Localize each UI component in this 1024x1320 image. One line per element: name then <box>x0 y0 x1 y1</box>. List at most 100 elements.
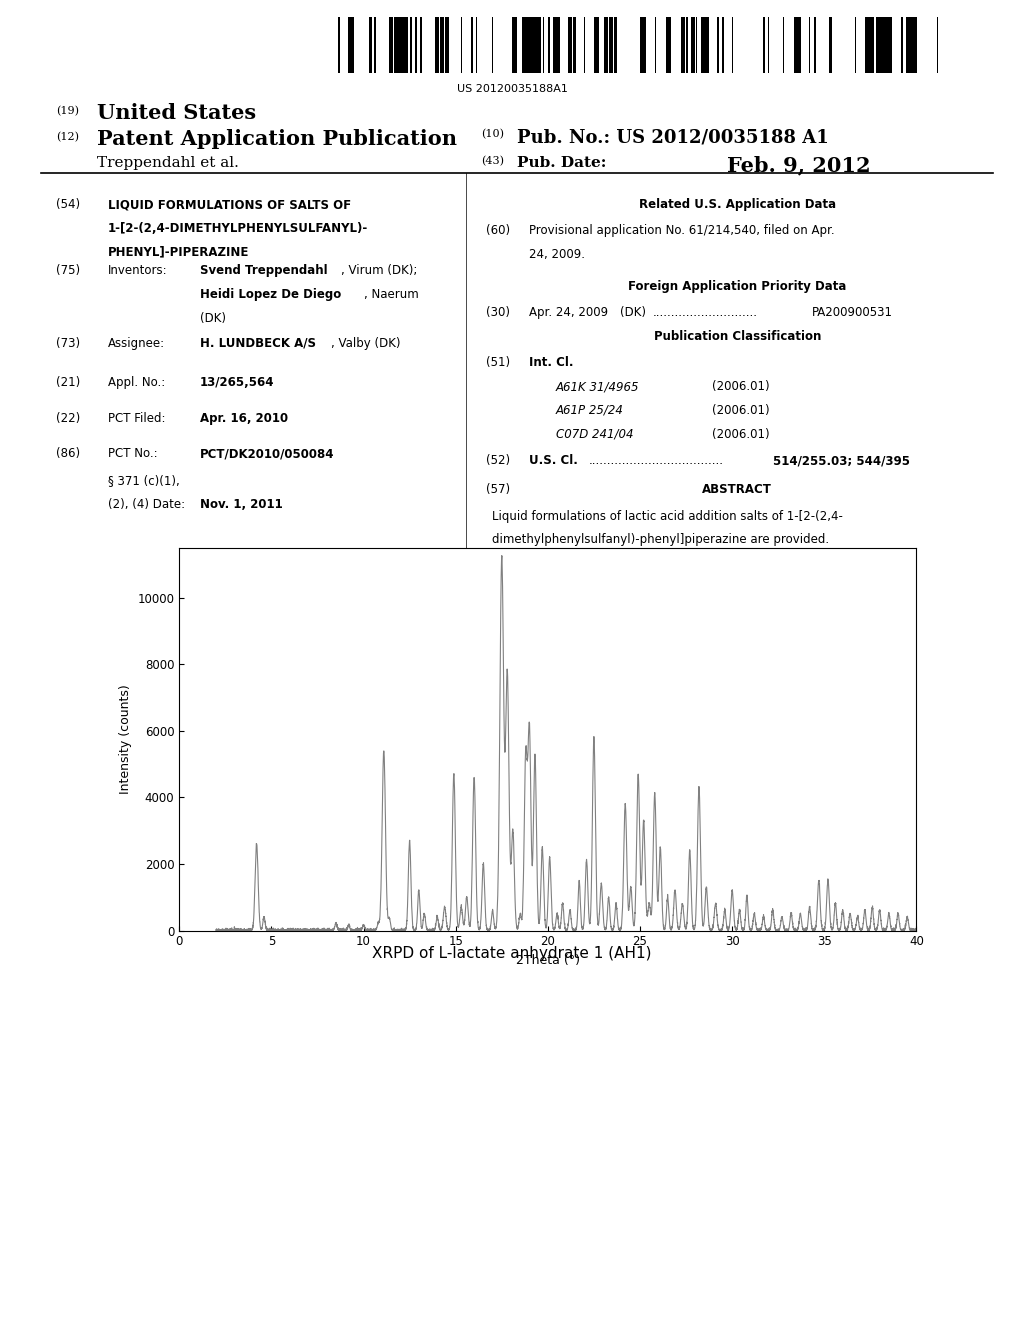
Bar <box>732 17 733 73</box>
Text: 1-[2-(2,4-DIMETHYLPHENYLSULFANYL)-: 1-[2-(2,4-DIMETHYLPHENYLSULFANYL)- <box>108 222 368 235</box>
Bar <box>548 17 550 73</box>
Text: Inventors:: Inventors: <box>108 264 167 277</box>
Text: PA200900531: PA200900531 <box>812 306 893 319</box>
Text: ABSTRACT: ABSTRACT <box>702 483 772 496</box>
Text: Treppendahl et al.: Treppendahl et al. <box>97 156 240 170</box>
Text: LIQUID FORMULATIONS OF SALTS OF: LIQUID FORMULATIONS OF SALTS OF <box>108 198 350 211</box>
Text: US 20120035188A1: US 20120035188A1 <box>457 84 567 95</box>
Bar <box>369 17 373 73</box>
Bar <box>645 17 646 73</box>
Text: U.S. Cl.: U.S. Cl. <box>529 454 579 467</box>
Text: (19): (19) <box>56 106 79 116</box>
Bar <box>399 17 404 73</box>
Text: Apr. 24, 2009: Apr. 24, 2009 <box>529 306 608 319</box>
Text: dimethylphenylsulfanyl)-phenyl]piperazine are provided.: dimethylphenylsulfanyl)-phenyl]piperazin… <box>492 533 828 546</box>
Text: (86): (86) <box>56 447 81 461</box>
Text: (2006.01): (2006.01) <box>712 428 769 441</box>
Bar <box>686 17 688 73</box>
Text: (43): (43) <box>481 156 504 166</box>
Bar <box>374 17 376 73</box>
Bar <box>814 17 816 73</box>
Text: (21): (21) <box>56 376 81 389</box>
Bar <box>404 17 409 73</box>
Bar <box>609 17 613 73</box>
Bar <box>881 17 886 73</box>
Bar <box>604 17 608 73</box>
Bar <box>666 17 671 73</box>
Text: (DK): (DK) <box>620 306 645 319</box>
Bar <box>707 17 709 73</box>
Bar <box>461 17 462 73</box>
Bar <box>584 17 585 73</box>
Text: C07D 241/04: C07D 241/04 <box>556 428 634 441</box>
Bar <box>445 17 450 73</box>
Text: Foreign Application Priority Data: Foreign Application Priority Data <box>628 280 847 293</box>
Text: (22): (22) <box>56 412 81 425</box>
Text: 514/255.03; 544/395: 514/255.03; 544/395 <box>773 454 910 467</box>
Bar <box>640 17 645 73</box>
Bar <box>691 17 695 73</box>
Bar <box>476 17 477 73</box>
Bar <box>901 17 903 73</box>
Bar <box>768 17 769 73</box>
Text: Pub. Date:: Pub. Date: <box>517 156 606 170</box>
Bar <box>594 17 599 73</box>
Text: (12): (12) <box>56 132 79 143</box>
X-axis label: 2Theta (°): 2Theta (°) <box>516 954 580 968</box>
Text: (30): (30) <box>486 306 510 319</box>
Text: United States: United States <box>97 103 256 123</box>
Bar <box>415 17 417 73</box>
Text: Feb. 9, 2012: Feb. 9, 2012 <box>727 156 870 176</box>
Text: XRPD of L-lactate anhydrate 1 (AH1): XRPD of L-lactate anhydrate 1 (AH1) <box>373 946 651 961</box>
Text: H. LUNDBECK A/S: H. LUNDBECK A/S <box>200 337 315 350</box>
Text: Publication Classification: Publication Classification <box>653 330 821 343</box>
Text: Appl. No.:: Appl. No.: <box>108 376 165 389</box>
Bar <box>614 17 616 73</box>
Bar <box>722 17 724 73</box>
Bar <box>389 17 393 73</box>
Text: Patent Application Publication: Patent Application Publication <box>97 129 458 149</box>
Text: Nov. 1, 2011: Nov. 1, 2011 <box>200 498 283 511</box>
Text: (51): (51) <box>486 356 511 370</box>
Bar <box>876 17 881 73</box>
Text: 24, 2009.: 24, 2009. <box>529 248 586 261</box>
Text: (10): (10) <box>481 129 504 140</box>
Text: Related U.S. Application Data: Related U.S. Application Data <box>639 198 836 211</box>
Bar <box>471 17 473 73</box>
Text: PCT/DK2010/050084: PCT/DK2010/050084 <box>200 447 334 461</box>
Text: § 371 (c)(1),: § 371 (c)(1), <box>108 474 179 487</box>
Bar <box>870 17 874 73</box>
Bar <box>543 17 544 73</box>
Bar <box>527 17 532 73</box>
Bar <box>573 17 575 73</box>
Text: , Valby (DK): , Valby (DK) <box>331 337 400 350</box>
Text: A61K 31/4965: A61K 31/4965 <box>556 380 640 393</box>
Text: Apr. 16, 2010: Apr. 16, 2010 <box>200 412 288 425</box>
Text: (52): (52) <box>486 454 511 467</box>
Bar <box>532 17 538 73</box>
Bar <box>701 17 707 73</box>
Bar <box>717 17 719 73</box>
Text: Provisional application No. 61/214,540, filed on Apr.: Provisional application No. 61/214,540, … <box>529 224 835 238</box>
Bar <box>538 17 542 73</box>
Bar <box>809 17 810 73</box>
Y-axis label: Intensity (counts): Intensity (counts) <box>119 684 132 795</box>
Bar <box>420 17 422 73</box>
Bar <box>937 17 938 73</box>
Text: ............................: ............................ <box>652 306 758 319</box>
Bar <box>794 17 799 73</box>
Text: (DK): (DK) <box>200 312 225 325</box>
Text: Svend Treppendahl: Svend Treppendahl <box>200 264 328 277</box>
Bar <box>338 17 340 73</box>
Bar <box>655 17 656 73</box>
Bar <box>855 17 856 73</box>
Bar <box>440 17 444 73</box>
Bar <box>558 17 560 73</box>
Text: Heidi Lopez De Diego: Heidi Lopez De Diego <box>200 288 341 301</box>
Bar <box>891 17 892 73</box>
Bar <box>348 17 353 73</box>
Text: (57): (57) <box>486 483 511 496</box>
Text: (2006.01): (2006.01) <box>712 404 769 417</box>
Bar <box>394 17 399 73</box>
Text: Assignee:: Assignee: <box>108 337 165 350</box>
